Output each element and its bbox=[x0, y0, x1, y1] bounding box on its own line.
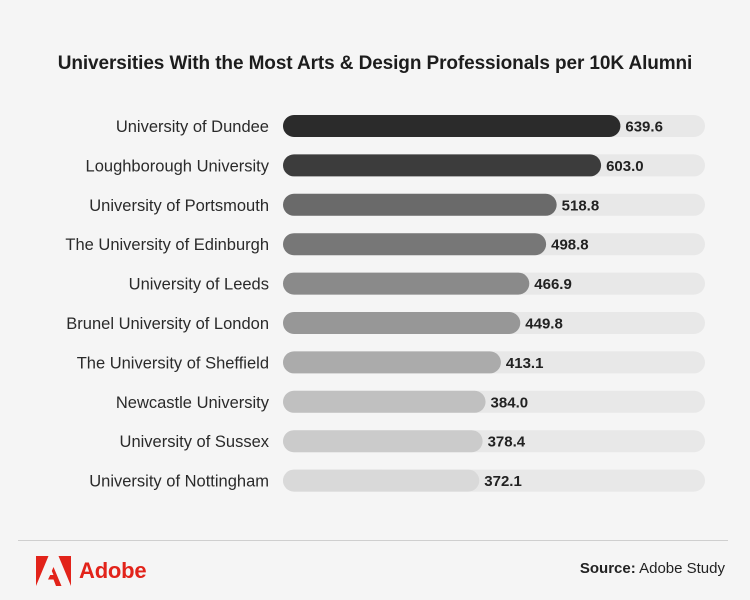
value-label: 466.9 bbox=[534, 276, 572, 293]
source-note: Source: Adobe Study bbox=[580, 560, 725, 577]
category-label: Loughborough University bbox=[86, 157, 270, 175]
bar[interactable] bbox=[283, 233, 547, 256]
bar[interactable] bbox=[283, 469, 480, 492]
value-label: 413.1 bbox=[506, 355, 544, 372]
footer-divider bbox=[18, 540, 728, 541]
category-label: University of Sussex bbox=[120, 433, 270, 451]
value-label: 449.8 bbox=[525, 316, 563, 333]
category-label: Newcastle University bbox=[116, 394, 270, 412]
value-label: 378.4 bbox=[488, 434, 526, 451]
category-label: University of Leeds bbox=[129, 276, 269, 294]
value-label: 603.0 bbox=[606, 158, 644, 175]
value-label: 498.8 bbox=[551, 237, 589, 254]
value-label: 372.1 bbox=[484, 473, 522, 490]
value-label: 384.0 bbox=[491, 394, 529, 411]
category-label: Brunel University of London bbox=[66, 315, 269, 333]
brand-name: Adobe bbox=[79, 558, 147, 583]
adobe-icon bbox=[36, 555, 71, 586]
value-label: 639.6 bbox=[625, 119, 663, 136]
category-label: University of Portsmouth bbox=[89, 197, 269, 215]
bar[interactable] bbox=[283, 115, 621, 137]
chart-title: Universities With the Most Arts & Design… bbox=[57, 53, 693, 74]
bar[interactable] bbox=[283, 351, 501, 374]
bar[interactable] bbox=[283, 390, 486, 413]
bar[interactable] bbox=[283, 154, 602, 177]
value-label: 518.8 bbox=[562, 197, 600, 214]
source-label: Source: bbox=[579, 560, 636, 577]
bar[interactable] bbox=[283, 312, 521, 334]
bar[interactable] bbox=[283, 193, 557, 216]
bar[interactable] bbox=[283, 430, 483, 453]
category-label: University of Dundee bbox=[116, 118, 269, 136]
bar[interactable] bbox=[283, 272, 530, 295]
category-label: University of Nottingham bbox=[89, 473, 269, 491]
category-label: The University of Sheffield bbox=[77, 354, 269, 372]
adobe-logo[interactable]: Adobe bbox=[36, 555, 147, 587]
source-value: Adobe Study bbox=[639, 560, 725, 577]
category-label: The University of Edinburgh bbox=[65, 236, 269, 254]
